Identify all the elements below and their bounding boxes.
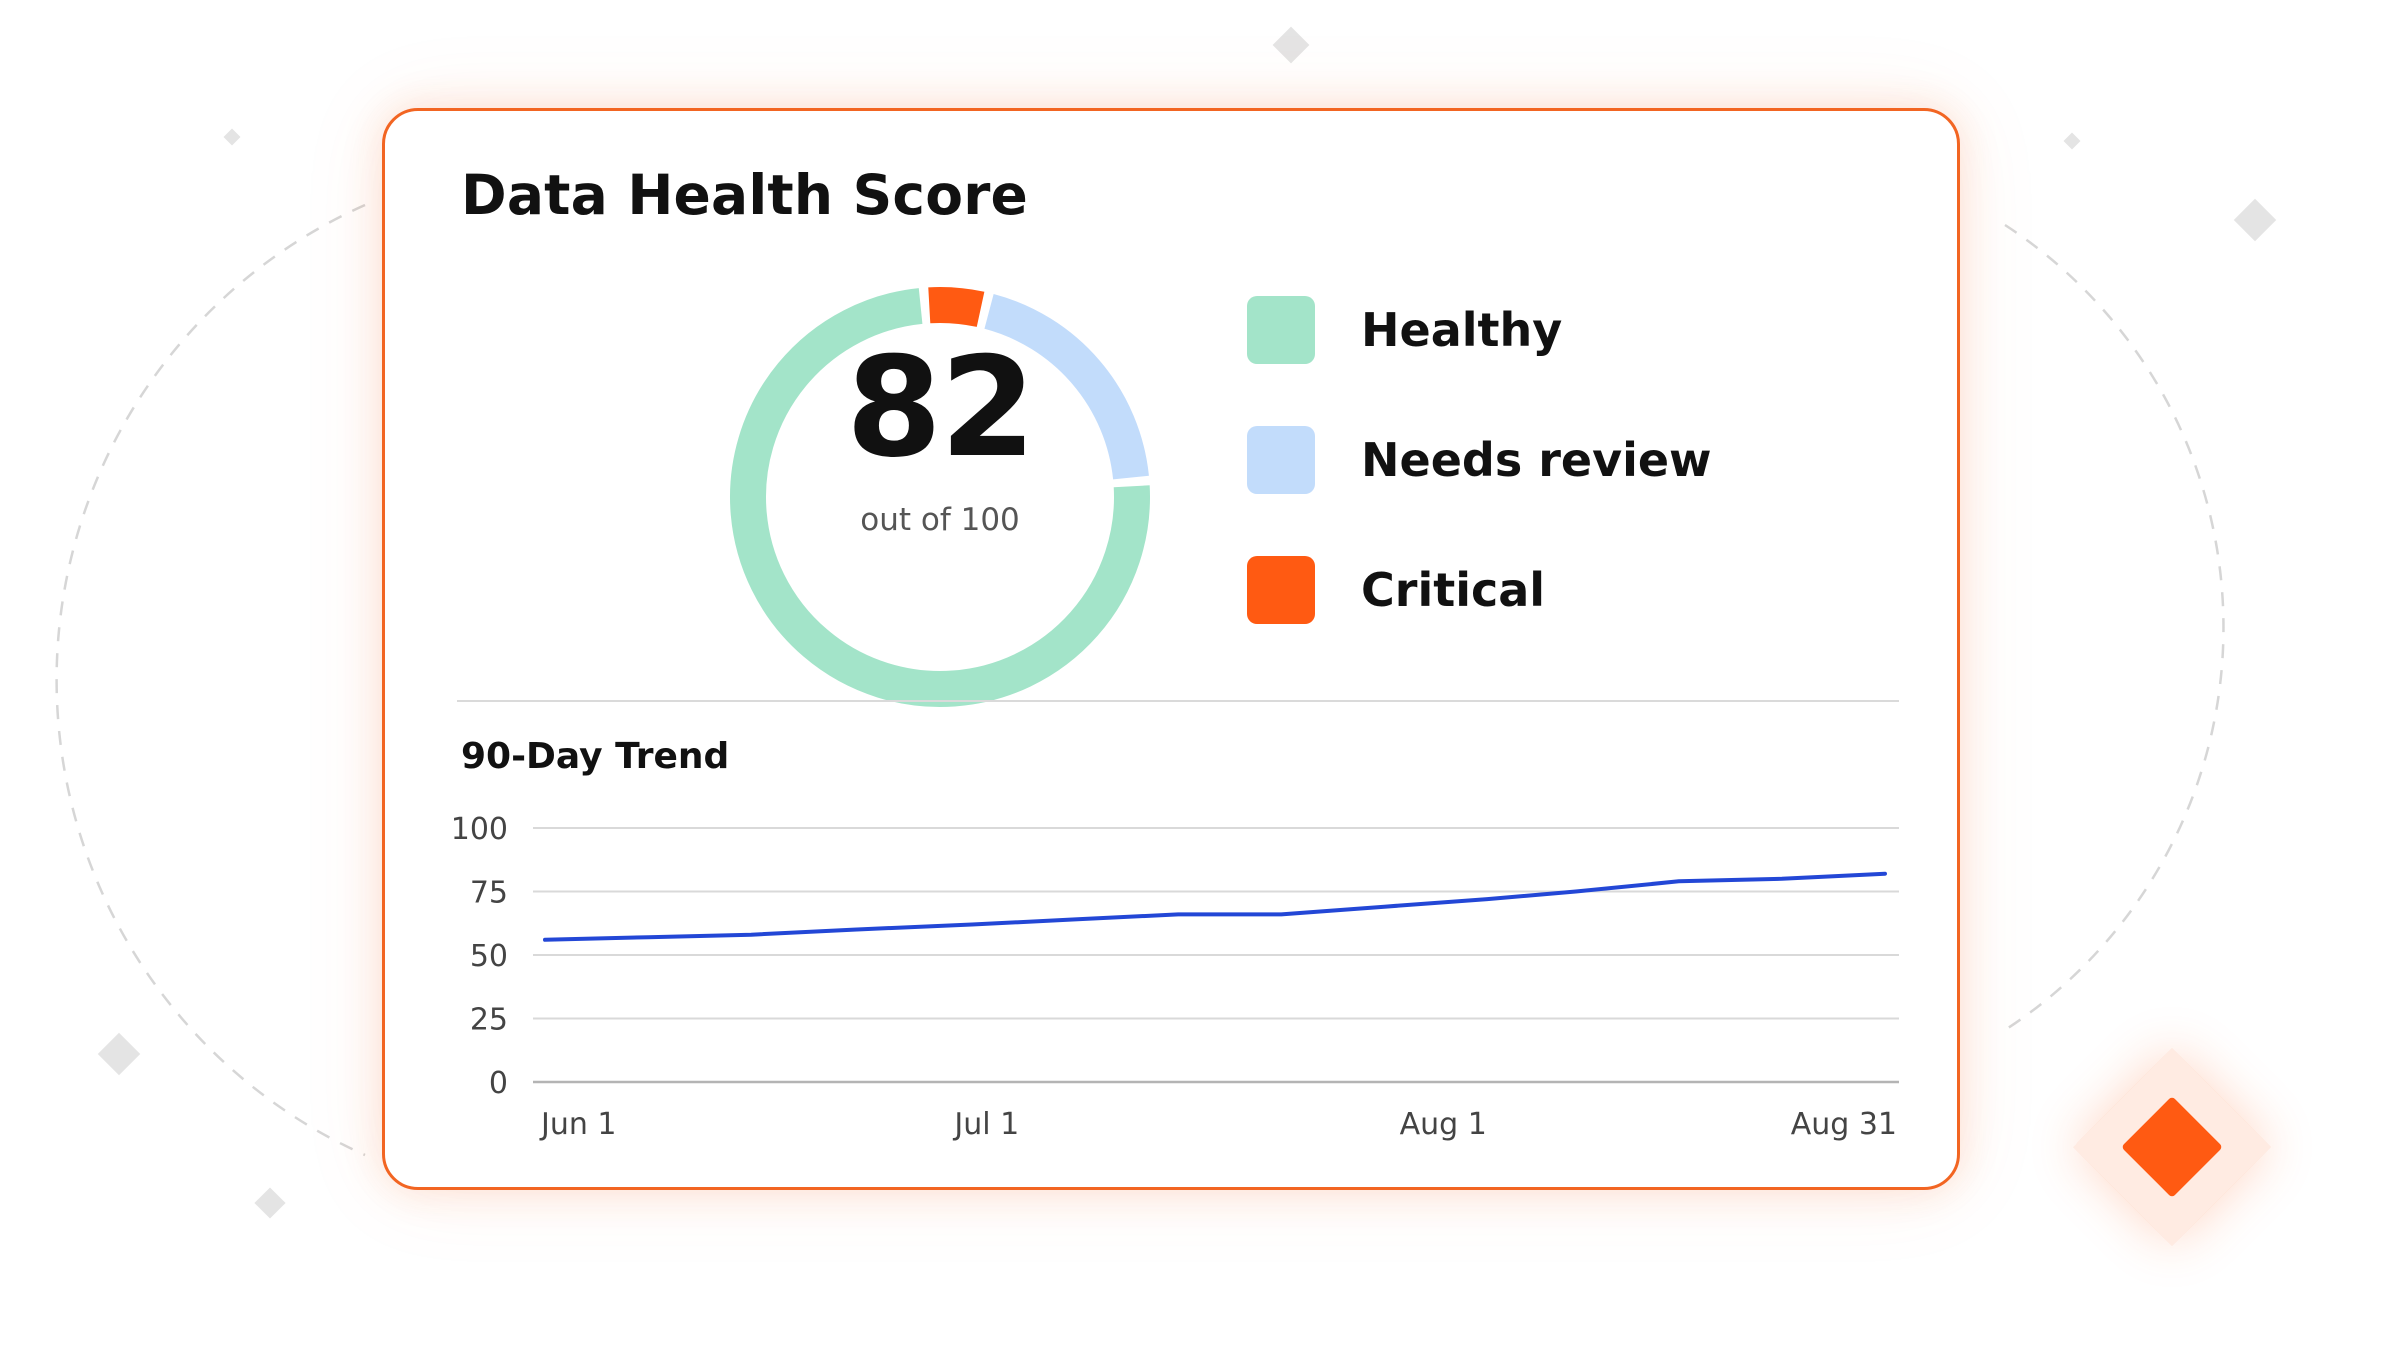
x-tick-label: Jul 1 [952, 1107, 1019, 1142]
donut-segment-critical [928, 287, 985, 328]
card-title: Data Health Score [461, 163, 1029, 227]
donut-segment-healthy [730, 288, 1150, 707]
legend-swatch-critical [1247, 556, 1315, 624]
decorative-accent-diamond [2073, 1048, 2271, 1246]
legend-swatch-needs-review [1247, 426, 1315, 494]
x-tick-label: Jun 1 [539, 1107, 617, 1142]
y-tick-label: 0 [489, 1066, 508, 1101]
legend-swatch-healthy [1247, 296, 1315, 364]
decorative-dashed-arc-right [2004, 223, 2225, 1032]
trend-line-chart: 100 75 50 25 0 Jun 1 Jul 1 Aug 1 Aug 31 [451, 812, 1899, 1142]
decorative-diamond [2063, 132, 2081, 150]
legend-label-needs-review: Needs review [1361, 433, 1712, 487]
decorative-diamond [1272, 26, 1310, 64]
decorative-diamond [254, 1187, 286, 1219]
data-health-card: Data Health Score 82 out of 100 Healthy … [382, 108, 1960, 1190]
y-tick-label: 100 [451, 812, 508, 847]
trend-series-line [543, 871, 1887, 942]
x-tick-label: Aug 1 [1400, 1107, 1487, 1142]
decorative-diamond [2233, 198, 2277, 242]
x-tick-label: Aug 31 [1791, 1107, 1897, 1142]
score-caption: out of 100 [860, 502, 1020, 538]
decorative-diamond [223, 128, 241, 146]
decorative-diamond [97, 1032, 141, 1076]
score-value: 82 [845, 327, 1036, 488]
section-divider [457, 700, 1899, 702]
health-donut-chart [730, 287, 1150, 707]
legend-item-critical: Critical [1247, 556, 1712, 624]
trend-title: 90-Day Trend [461, 736, 730, 777]
y-tick-label: 25 [470, 1003, 508, 1038]
y-tick-label: 50 [470, 939, 508, 974]
decorative-dashed-arc-left [55, 203, 366, 1157]
donut-segment-needs-review [984, 293, 1149, 480]
y-tick-label: 75 [470, 876, 508, 911]
legend: Healthy Needs review Critical [1247, 296, 1712, 686]
legend-label-healthy: Healthy [1361, 303, 1563, 357]
legend-item-healthy: Healthy [1247, 296, 1712, 364]
legend-item-needs-review: Needs review [1247, 426, 1712, 494]
legend-label-critical: Critical [1361, 563, 1546, 617]
